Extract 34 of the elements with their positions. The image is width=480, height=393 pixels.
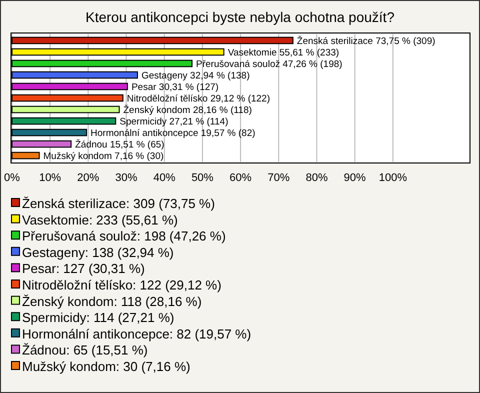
category-label: Ženská sterilizace 73,75 % (309) xyxy=(296,36,436,47)
chart-title: Kterou antikoncepci byste nebyla ochotna použít? xyxy=(86,9,395,25)
x-tick-label: 70% xyxy=(268,172,290,184)
x-tick-label: 90% xyxy=(344,172,366,184)
text: Gestageny: 138 (32,94 %) xyxy=(22,244,174,260)
text: Ženská sterilizace: 309 (73,75 %) xyxy=(22,196,215,211)
category-label: Mužský kondom 7,16 % (30) xyxy=(43,150,164,162)
category-label: Gestageny 32,94 % (138) xyxy=(141,70,250,82)
text: Spermicidy: 114 (27,21 %) xyxy=(22,310,174,326)
category-label: Hormonální antikoncepce 19,57 % (82) xyxy=(90,128,256,139)
x-tick-label: 0% xyxy=(4,172,20,184)
text: Mužský kondom: 30 (7,16 %) xyxy=(22,359,190,374)
x-tick-label: 10% xyxy=(39,172,62,184)
x-tick-label: 60% xyxy=(230,172,252,184)
text: Pesar: 127 (30,31 %) xyxy=(22,261,145,276)
text: Vasektomie: 233 (55,61 %) xyxy=(22,212,178,228)
x-tick-label: 40% xyxy=(153,172,176,184)
x-tick-label: 50% xyxy=(191,172,214,184)
category-label: Spermicidy 27,21 % (114) xyxy=(120,116,228,128)
x-tick-label: 20% xyxy=(77,172,100,184)
text: Přerušovaná soulož: 198 (47,26 %) xyxy=(22,228,226,244)
category-label: Vasektomie 55,61 % (233) xyxy=(228,47,340,58)
category-label: Přerušovaná soulož 47,26 % (198) xyxy=(196,58,342,70)
x-tick-label: 80% xyxy=(306,172,328,184)
text: Nitroděložní tělísko: 122 (29,12 %) xyxy=(22,278,222,292)
x-tick-label: 100% xyxy=(378,172,408,184)
x-tick-label: 30% xyxy=(115,172,138,184)
text: Žádnou: 65 (15,51 %) xyxy=(22,342,148,358)
text: Ženský kondom: 118 (28,16 %) xyxy=(22,294,202,309)
category-label: Pesar 30,31 % (127) xyxy=(131,82,219,93)
category-label: Žádnou 15,51 % (65) xyxy=(75,139,164,150)
text: Hormonální antikoncepce: 82 (19,57 %) xyxy=(22,326,252,342)
category-label: Nitroděložní tělísko 29,12 % (122) xyxy=(126,93,270,104)
category-label: Ženský kondom 28,16 % (118) xyxy=(123,104,252,116)
